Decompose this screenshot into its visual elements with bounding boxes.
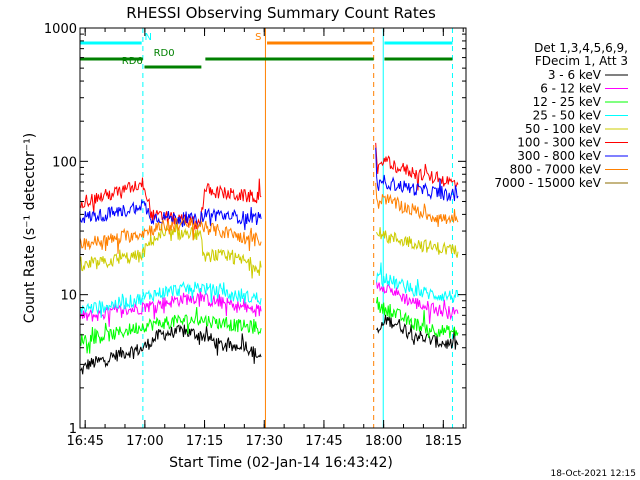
y-tick-label-0: 1 [69, 422, 77, 437]
x-tick-label-4: 17:45 [305, 434, 342, 449]
flag-label-n: N [144, 32, 151, 43]
flag-label-s: S [255, 32, 261, 43]
flag-label-rd0: RD0 [154, 48, 175, 59]
series-5-segment-0 [79, 177, 262, 230]
x-tick-label-1: 17:00 [126, 434, 163, 449]
series-7-segment-0 [79, 216, 262, 254]
y-tick-label-2: 100 [52, 155, 77, 170]
series-lines-layer [79, 28, 459, 428]
timestamp: 18-Oct-2021 12:15 [551, 469, 636, 479]
x-tick-label-2: 17:15 [186, 434, 223, 449]
series-0-segment-0 [79, 324, 262, 375]
series-3-segment-0 [79, 281, 262, 318]
legend-label-5: 100 - 300 keV [517, 136, 601, 150]
series-6-segment-0 [79, 198, 262, 231]
series-7-segment-1 [375, 182, 459, 227]
series-2-segment-1 [376, 296, 459, 339]
series-3-segment-1 [376, 262, 459, 303]
x-tick-label-5: 18:00 [365, 434, 402, 449]
x-tick-label-6: 18:15 [425, 434, 462, 449]
axes-layer: 16:45 17:00 17:15 17:30 17:45 18:00 18:15 1 10 10… [44, 22, 466, 449]
y-tick-label-3: 1000 [44, 22, 77, 37]
legend-label-6: 300 - 800 keV [517, 149, 601, 163]
x-axis-label: Start Time (02-Jan-14 16:43:42) [169, 455, 393, 471]
series-4-segment-1 [376, 227, 459, 258]
flag-bars-layer: N S RD0 RD6 [80, 32, 453, 69]
legend-header-line2: FDecim 1, Att 3 [535, 54, 628, 68]
series-4-segment-0 [79, 221, 262, 279]
series-0-segment-1 [376, 314, 459, 350]
legend-label-4: 50 - 100 keV [525, 122, 602, 136]
x-tick-label-0: 16:45 [66, 434, 103, 449]
x-tick-label-3: 17:30 [246, 434, 283, 449]
legend-label-1: 6 - 12 keV [540, 82, 602, 96]
flag-label-rd6: RD6 [122, 56, 143, 67]
series-1-segment-1 [376, 281, 459, 324]
plot-frame [79, 27, 467, 429]
series-2-segment-0 [79, 306, 262, 354]
legend-label-7: 800 - 7000 keV [510, 163, 602, 177]
legend-label-0: 3 - 6 keV [548, 68, 602, 82]
chart-title: RHESSI Observing Summary Count Rates [126, 4, 436, 22]
series-5-segment-1 [375, 142, 459, 191]
legend-header-line1: Det 1,3,4,5,6,9, [534, 41, 628, 55]
series-6-segment-1 [375, 147, 459, 202]
y-axis-label: Count Rate (s⁻¹ detector⁻¹) [22, 133, 38, 323]
legend-label-8: 7000 - 15000 keV [494, 176, 601, 190]
legend-label-2: 12 - 25 keV [533, 95, 602, 109]
legend-label-3: 25 - 50 keV [533, 109, 602, 123]
y-tick-label-1: 10 [60, 289, 77, 304]
